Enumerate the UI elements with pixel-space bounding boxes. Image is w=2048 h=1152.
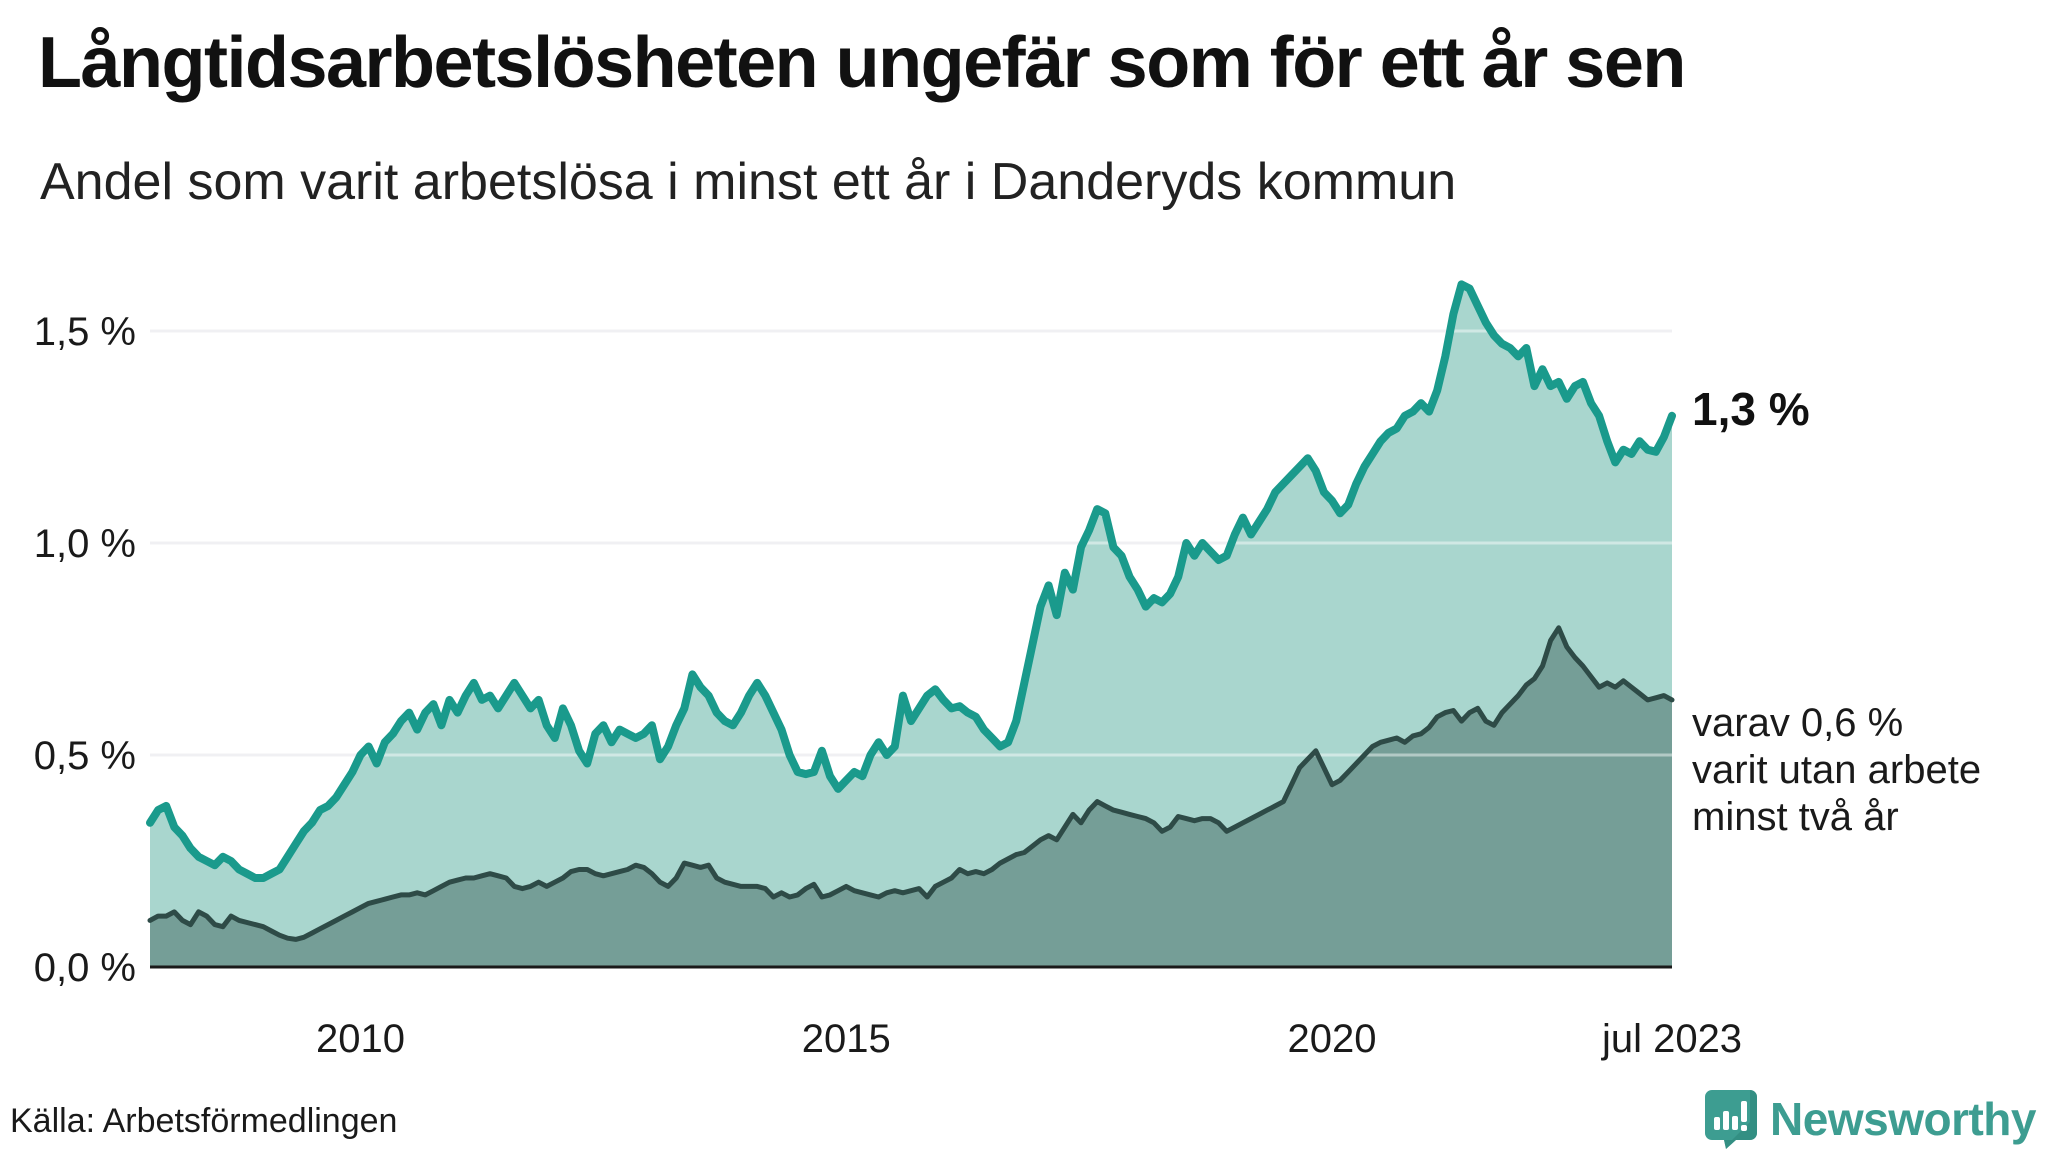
newsworthy-logo-text: Newsworthy [1770, 1093, 2036, 1145]
annotation-line: minst två år [1692, 795, 1899, 839]
x-axis-tick-label: jul 2023 [1601, 1017, 1742, 1061]
chart-subtitle: Andel som varit arbetslösa i minst ett å… [40, 153, 1457, 211]
area-two-years-unemployed [150, 627, 1672, 967]
y-axis-tick-label: 1,5 % [34, 310, 136, 354]
end-annotation-two-years: varav 0,6 % varit utan arbete minst två … [1692, 700, 1981, 841]
y-axis-tick-label: 1,0 % [34, 522, 136, 566]
line-total-unemployed [146, 280, 1676, 882]
y-axis-tick-label: 0,0 % [34, 946, 136, 990]
newsworthy-bubble-chart-icon [1705, 1090, 1758, 1149]
x-axis-tick-label: 2015 [802, 1017, 891, 1061]
x-axis-tick-label: 2010 [316, 1017, 405, 1061]
source-credit: Källa: Arbetsförmedlingen [10, 1102, 398, 1140]
annotation-line: varit utan arbete [1692, 748, 1982, 792]
annotation-line: varav 0,6 % [1692, 701, 1904, 745]
newsworthy-logo: Newsworthy [1704, 1088, 2036, 1150]
line-two-years-unemployed [147, 625, 1675, 942]
y-axis-tick-label: 0,5 % [34, 734, 136, 778]
end-value-label-total: 1,3 % [1692, 383, 1810, 435]
x-axis-tick-label: 2020 [1287, 1017, 1376, 1061]
page-title: Långtidsarbetslösheten ungefär som för e… [38, 23, 1686, 103]
